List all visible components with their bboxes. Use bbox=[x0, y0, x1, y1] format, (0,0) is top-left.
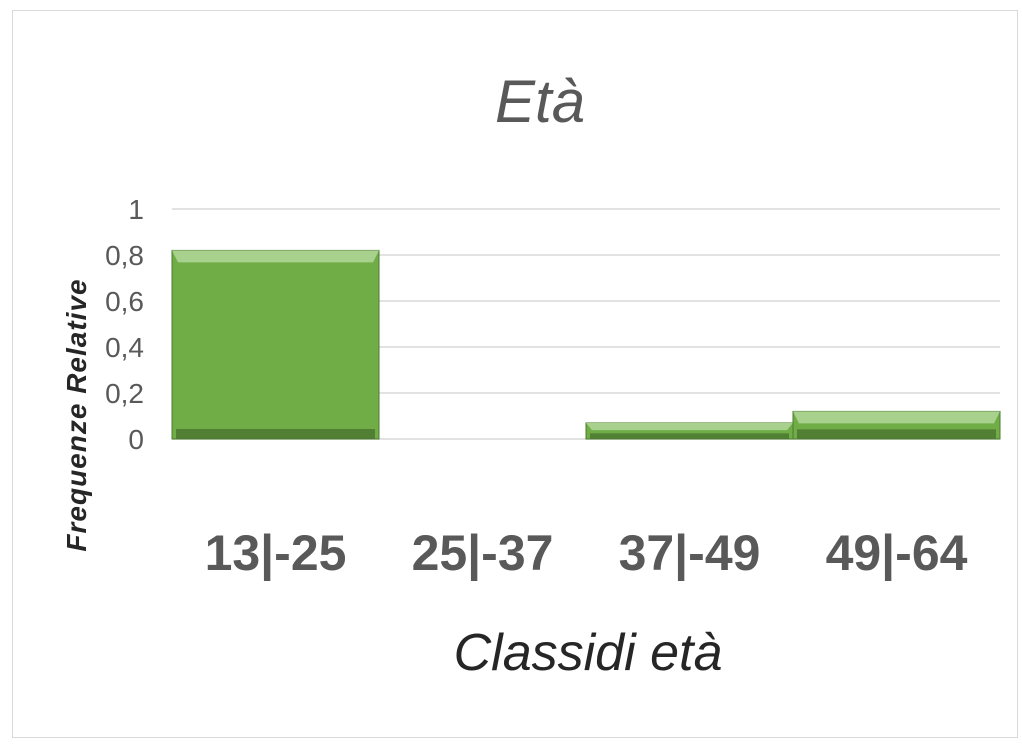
bar-shadow bbox=[797, 429, 996, 439]
y-tick-label: 0,4 bbox=[105, 332, 144, 363]
x-tick-label: 49|-64 bbox=[826, 525, 968, 582]
bar-highlight bbox=[586, 422, 793, 431]
y-axis-label: Frequenze Relative bbox=[61, 278, 92, 551]
bar-highlight bbox=[793, 411, 1000, 424]
x-tick-label: 37|-49 bbox=[619, 525, 761, 582]
bars bbox=[171, 249, 1001, 440]
y-tick-label: 0,8 bbox=[105, 240, 144, 271]
x-axis-ticks: 13|-25 25|-37 37|-49 49|-64 bbox=[205, 525, 968, 582]
bar-4 bbox=[792, 410, 1001, 440]
bar-shadow bbox=[176, 429, 375, 439]
chart-title: Età bbox=[495, 68, 585, 135]
bar-shadow bbox=[590, 433, 789, 439]
bar-body bbox=[171, 249, 380, 440]
x-tick-label: 13|-25 bbox=[205, 525, 347, 582]
bar-highlight bbox=[172, 250, 379, 263]
x-tick-label: 25|-37 bbox=[412, 525, 554, 582]
x-axis-label: Classidi età bbox=[454, 624, 723, 682]
y-tick-label: 0,2 bbox=[105, 378, 144, 409]
y-tick-label: 0 bbox=[128, 424, 144, 455]
bar-3 bbox=[585, 422, 794, 440]
bar-1 bbox=[171, 249, 380, 440]
y-tick-label: 0,6 bbox=[105, 286, 144, 317]
y-tick-label: 1 bbox=[128, 194, 144, 225]
y-axis-ticks: 0 0,2 0,4 0,6 0,8 1 bbox=[105, 194, 144, 455]
